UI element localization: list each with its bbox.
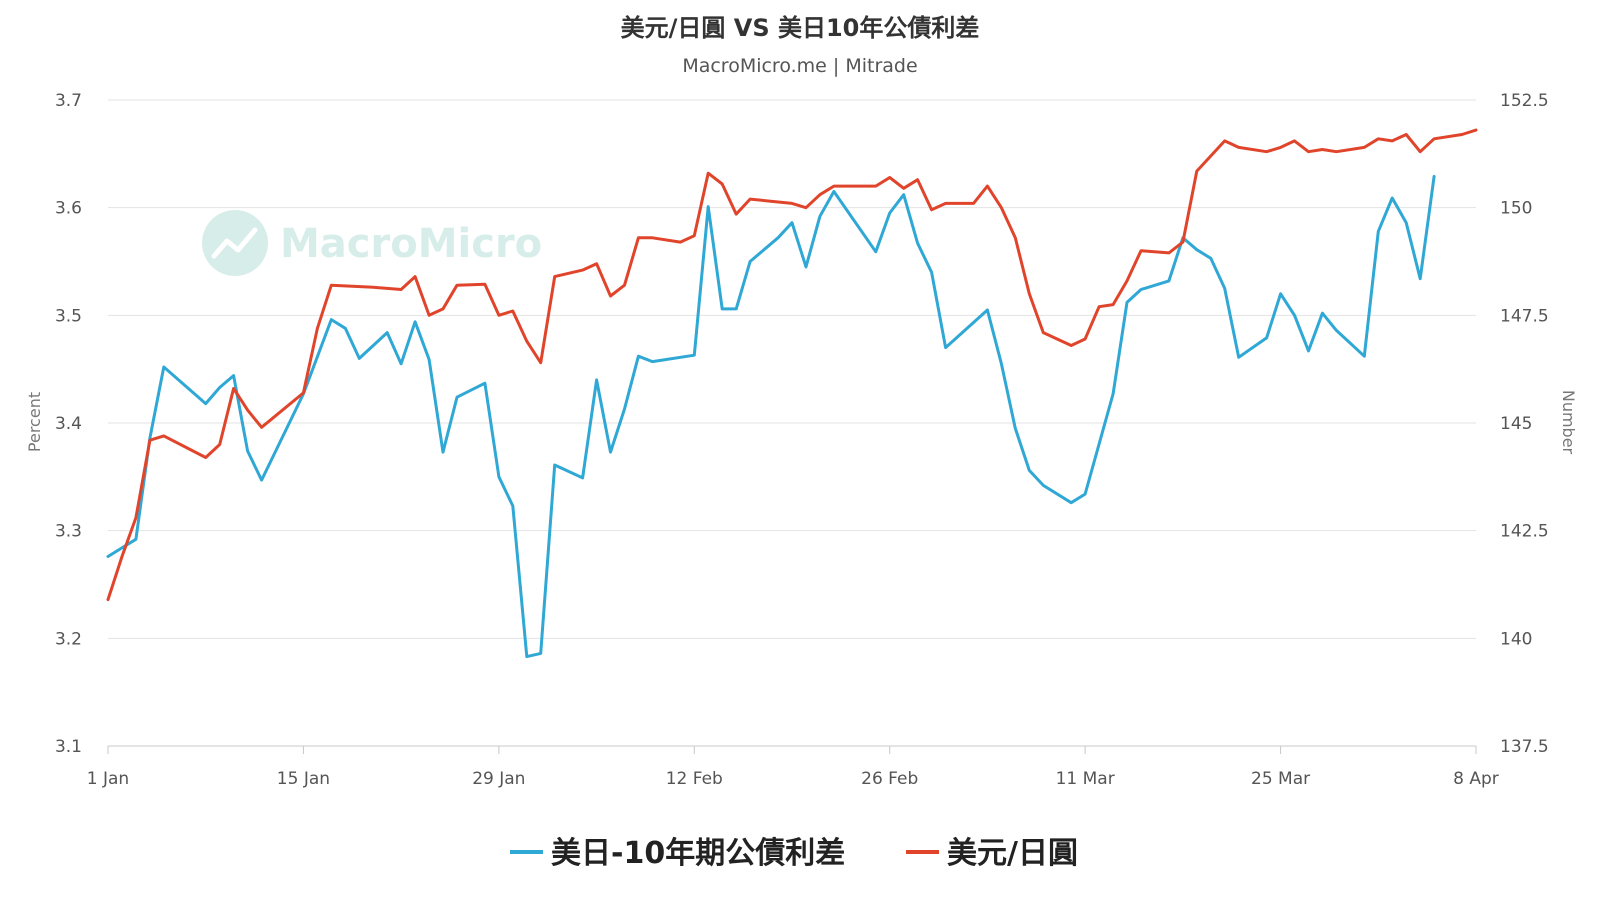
watermark-text: MacroMicro <box>280 221 542 267</box>
x-tick-label: 1 Jan <box>87 769 129 789</box>
x-axis: 1 Jan 15 Jan 29 Jan 12 Feb 26 Feb 11 Mar 25 Ma… <box>87 745 1499 789</box>
watermark: MacroMicro <box>202 210 542 276</box>
y-left-tick-label: 3.1 <box>55 737 82 757</box>
watermark-trend-icon <box>211 227 258 259</box>
series-line-spread[interactable] <box>106 174 1436 659</box>
y-right-tick-label: 145 <box>1500 414 1532 434</box>
y-left-tick-label: 3.7 <box>55 91 82 111</box>
y-axis-left-title: Percent <box>25 392 44 452</box>
y-right-tick-label: 147.5 <box>1500 306 1549 326</box>
series-group <box>106 128 1478 659</box>
y-axis-right: 152.5 150 147.5 145 142.5 140 137.5 <box>1500 91 1549 757</box>
x-tick-label: 12 Feb <box>666 769 723 789</box>
x-tick-label: 29 Jan <box>472 769 525 789</box>
y-axis-right-title: Number <box>1559 390 1578 455</box>
watermark-logo-icon <box>202 210 268 276</box>
series-line-usdjpy[interactable] <box>106 128 1478 602</box>
chart-title: 美元/日圓 VS 美日10年公債利差 <box>621 14 980 42</box>
y-left-tick-label: 3.4 <box>55 414 82 434</box>
x-tick-label: 8 Apr <box>1453 769 1499 789</box>
y-left-tick-label: 3.5 <box>55 306 82 326</box>
y-left-tick-label: 3.2 <box>55 629 82 649</box>
y-left-tick-label: 3.3 <box>55 522 82 542</box>
y-right-tick-label: 152.5 <box>1500 91 1549 111</box>
legend-item-spread[interactable]: 美日-10年期公債利差 <box>510 836 845 871</box>
y-axis-left: 3.7 3.6 3.5 3.4 3.3 3.2 3.1 <box>55 91 82 757</box>
x-tick-label: 15 Jan <box>277 769 330 789</box>
grid-lines <box>108 99 1476 747</box>
y-right-tick-label: 140 <box>1500 629 1532 649</box>
chart-subtitle: MacroMicro.me | Mitrade <box>682 55 917 77</box>
y-left-tick-label: 3.6 <box>55 199 82 219</box>
y-right-tick-label: 137.5 <box>1500 737 1549 757</box>
legend: 美日-10年期公債利差 美元/日圓 <box>510 836 1078 871</box>
x-tick-label: 26 Feb <box>861 769 918 789</box>
x-tick-label: 25 Mar <box>1251 769 1310 789</box>
y-right-tick-label: 150 <box>1500 199 1532 219</box>
x-tick-label: 11 Mar <box>1056 769 1115 789</box>
legend-label-usdjpy: 美元/日圓 <box>947 836 1078 871</box>
y-right-tick-label: 142.5 <box>1500 522 1549 542</box>
legend-label-spread: 美日-10年期公債利差 <box>551 836 845 871</box>
legend-item-usdjpy[interactable]: 美元/日圓 <box>906 836 1078 871</box>
